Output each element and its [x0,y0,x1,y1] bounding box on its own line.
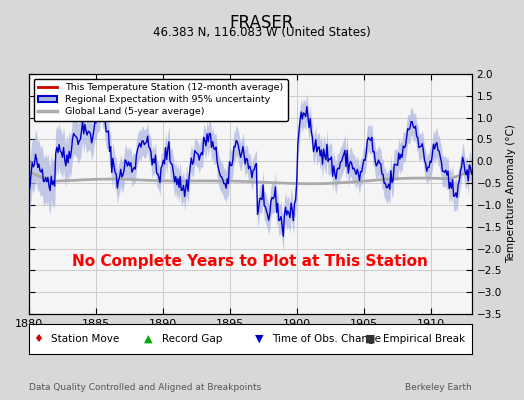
Legend: This Temperature Station (12-month average), Regional Expectation with 95% uncer: This Temperature Station (12-month avera… [34,79,288,121]
Text: ♦: ♦ [33,334,43,344]
Text: ■: ■ [365,334,376,344]
Y-axis label: Temperature Anomaly (°C): Temperature Anomaly (°C) [506,124,516,264]
Text: Station Move: Station Move [51,334,119,344]
Text: Empirical Break: Empirical Break [383,334,465,344]
Text: ▲: ▲ [144,334,152,344]
Text: Time of Obs. Change: Time of Obs. Change [272,334,381,344]
Text: No Complete Years to Plot at This Station: No Complete Years to Plot at This Statio… [72,254,428,269]
Text: Record Gap: Record Gap [161,334,222,344]
Text: Data Quality Controlled and Aligned at Breakpoints: Data Quality Controlled and Aligned at B… [29,383,261,392]
Text: Berkeley Earth: Berkeley Earth [405,383,472,392]
Text: FRASER: FRASER [230,14,294,32]
Text: ▼: ▼ [255,334,263,344]
Text: 46.383 N, 116.083 W (United States): 46.383 N, 116.083 W (United States) [153,26,371,39]
